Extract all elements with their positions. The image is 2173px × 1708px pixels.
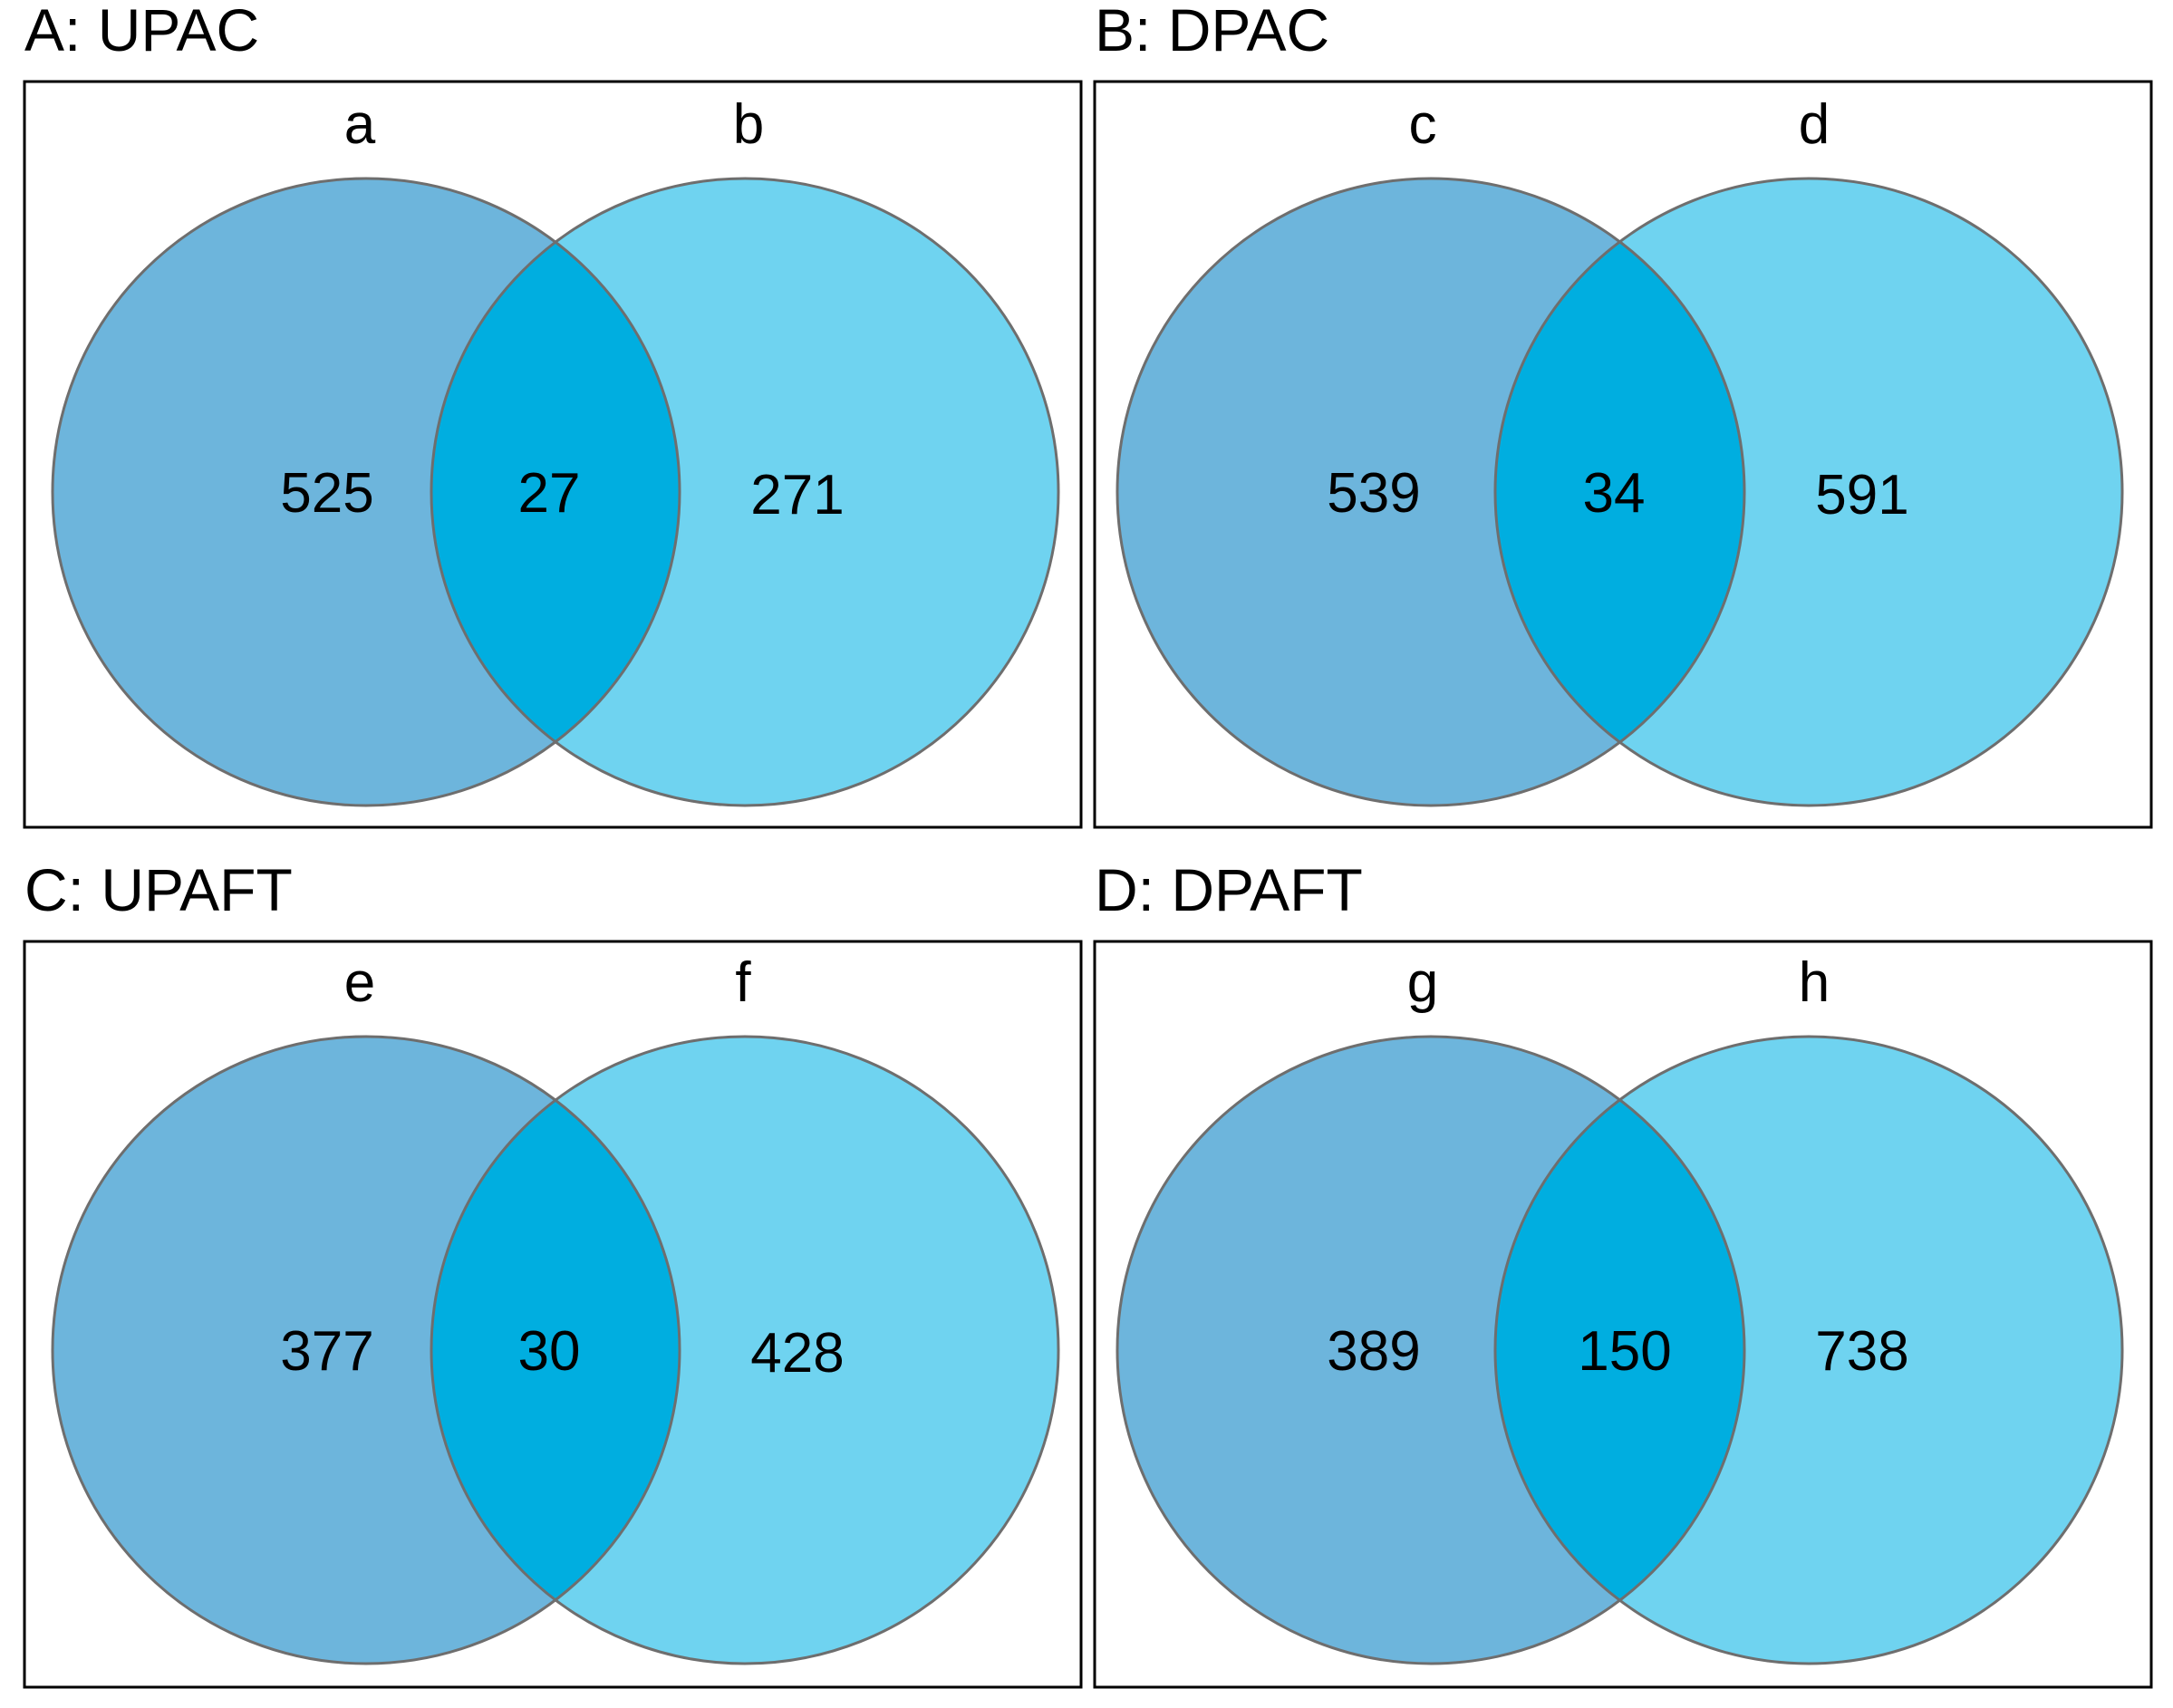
- left-set-outline: [51, 1035, 681, 1665]
- right-set-outline: [430, 1035, 1060, 1665]
- left-set-outline: [51, 177, 681, 807]
- left-only-count: 539: [1327, 462, 1420, 525]
- overlap-region: [431, 1037, 680, 1664]
- overlap-region: [431, 179, 680, 806]
- panel-frame: [23, 80, 1083, 829]
- right-only-count: 271: [750, 464, 844, 526]
- right-set-outline: [1493, 177, 2124, 807]
- venn-panel-c: C: UPAFT e f 377 30 428: [23, 856, 1083, 1689]
- right-set-label: f: [735, 951, 751, 1014]
- right-set-outline: [1493, 1035, 2124, 1665]
- right-only-count: 738: [1815, 1320, 1908, 1383]
- right-set-label: b: [733, 93, 764, 156]
- panel-title: C: UPAFT: [24, 856, 293, 923]
- left-set-outline: [1115, 177, 1746, 807]
- left-set-label: a: [344, 93, 376, 156]
- left-set-label: e: [344, 951, 375, 1014]
- right-only-count: 591: [1815, 464, 1908, 526]
- left-only-count: 525: [280, 462, 373, 525]
- panel-frame: [23, 940, 1083, 1689]
- left-set-outline: [1115, 1035, 1746, 1665]
- left-only-count: 377: [280, 1320, 373, 1383]
- venn-panel-b: B: DPAC c d 539 34 591: [1093, 0, 2153, 829]
- right-set-label: h: [1799, 951, 1830, 1014]
- panel-frame: [1093, 940, 2153, 1689]
- left-set-label: g: [1407, 951, 1438, 1014]
- left-set-label: c: [1409, 93, 1437, 156]
- overlap-count: 34: [1583, 462, 1646, 525]
- overlap-region: [1495, 1037, 1744, 1664]
- panel-title: D: DPAFT: [1095, 856, 1363, 923]
- overlap-count: 30: [518, 1320, 581, 1383]
- right-only-count: 428: [750, 1322, 844, 1385]
- panel-frame: [1093, 80, 2153, 829]
- right-set-outline: [430, 177, 1060, 807]
- overlap-count: 27: [518, 462, 581, 525]
- overlap-region: [1495, 179, 1744, 806]
- venn-panel-d: D: DPAFT g h 389 150 738: [1093, 856, 2153, 1689]
- overlap-count: 150: [1578, 1320, 1671, 1383]
- venn-panel-a: A: UPAC a b 525 27 271: [23, 0, 1083, 829]
- right-set-label: d: [1799, 93, 1830, 156]
- left-only-count: 389: [1327, 1320, 1420, 1383]
- panel-title: B: DPAC: [1095, 0, 1329, 63]
- panel-title: A: UPAC: [24, 0, 259, 63]
